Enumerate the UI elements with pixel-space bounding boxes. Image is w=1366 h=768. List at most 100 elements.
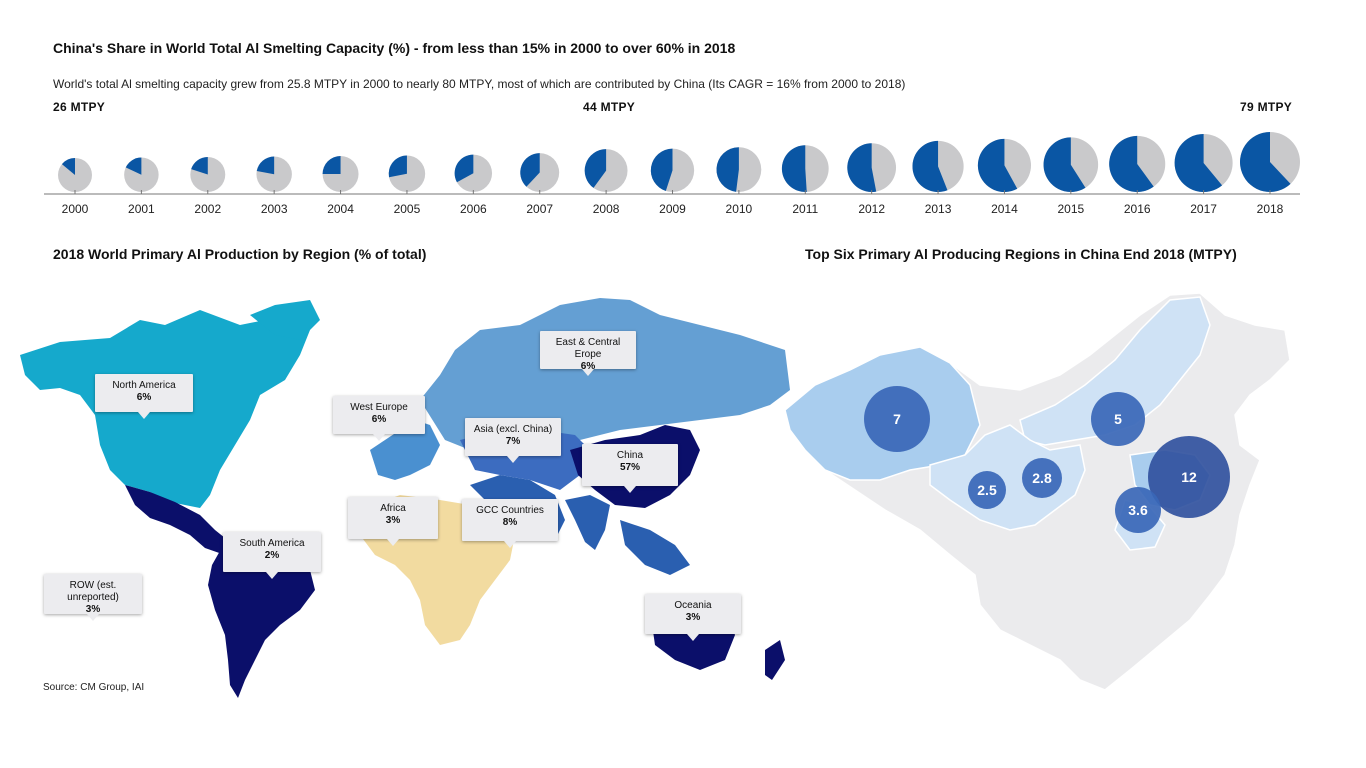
callout-name: South America xyxy=(239,538,305,549)
year-label: 2010 xyxy=(726,202,753,216)
year-label: 2005 xyxy=(394,202,421,216)
region-south-america xyxy=(208,538,315,698)
pie-china-slice-2012 xyxy=(847,143,877,192)
bubble-3 xyxy=(1022,458,1062,498)
pie-china-slice-2018 xyxy=(1240,132,1291,192)
pie-china-slice-2011 xyxy=(781,145,807,192)
year-label: 2007 xyxy=(526,202,553,216)
region-se-asia xyxy=(620,520,690,575)
year-label: 2015 xyxy=(1057,202,1084,216)
bubble-label: 5 xyxy=(1114,411,1122,427)
capacity-label-2000: 26 MTPY xyxy=(53,100,106,114)
callout-north-america: North America 6% xyxy=(95,374,193,419)
pie-china-slice-2015 xyxy=(1043,137,1086,192)
year-label: 2018 xyxy=(1257,202,1284,216)
callout-value: 6% xyxy=(136,392,152,403)
pie-china-slice-2007 xyxy=(520,153,540,187)
pie-china-slice-2017 xyxy=(1174,133,1223,192)
callout-value: 3% xyxy=(85,604,101,615)
year-label: 2011 xyxy=(792,202,818,216)
callout-gcc-countries: GCC Countries 8% xyxy=(462,499,558,548)
bubble-label: 7 xyxy=(893,411,901,427)
world-map xyxy=(20,298,790,698)
pie-china-slice-2001 xyxy=(125,157,142,175)
region-greenland xyxy=(250,300,320,340)
year-label: 2013 xyxy=(925,202,952,216)
callout-name: China xyxy=(616,450,644,461)
main-title: China's Share in World Total Al Smelting… xyxy=(53,40,736,56)
bubble-5 xyxy=(1115,487,1161,533)
region-india xyxy=(565,495,610,550)
province-inner-mongolia xyxy=(1019,296,1211,446)
callout-value: 3% xyxy=(685,612,701,623)
capacity-label-2008: 44 MTPY xyxy=(583,100,636,114)
china-map-title: Top Six Primary Al Producing Regions in … xyxy=(805,246,1237,262)
pie-china-slice-2009 xyxy=(650,148,673,191)
region-central-america xyxy=(125,485,230,555)
callout-name: West Europe xyxy=(350,402,408,413)
bubble-label: 3.6 xyxy=(1128,502,1148,518)
callout-asia-excl-china: Asia (excl. China) 7% xyxy=(465,418,561,463)
pie-china-slice-2008 xyxy=(584,149,607,188)
year-label: 2014 xyxy=(991,202,1018,216)
year-label: 2009 xyxy=(659,202,686,216)
year-label: 2006 xyxy=(460,202,487,216)
year-label: 2016 xyxy=(1124,202,1151,216)
main-subtitle: World's total Al smelting capacity grew … xyxy=(53,77,906,91)
region-east-central-europe xyxy=(420,298,790,455)
bubble-4 xyxy=(1148,436,1230,518)
callout-value: 8% xyxy=(502,517,518,528)
callout-oceania: Oceania 3% xyxy=(645,594,741,641)
callout-name: Oceania xyxy=(674,600,712,611)
pie-china-slice-2014 xyxy=(977,138,1018,192)
pie-china-slice-2005 xyxy=(388,155,407,178)
pie-china-slice-2004 xyxy=(322,156,341,175)
year-label: 2012 xyxy=(858,202,885,216)
callout-row: ROW (est. unreported) 3% xyxy=(44,574,142,621)
callout-name: North America xyxy=(112,380,176,391)
capacity-label-2018: 79 MTPY xyxy=(1240,100,1293,114)
callout-name: Africa xyxy=(380,503,406,514)
china-map: 7 5 2.5 2.8 12 3.6 xyxy=(784,292,1291,691)
bubble-label: 2.8 xyxy=(1032,470,1052,486)
province-gansu-qinghai xyxy=(929,424,1086,531)
callout-name: GCC Countries xyxy=(476,505,544,516)
pie-china-slice-2003 xyxy=(256,156,275,175)
callout-value: 57% xyxy=(619,462,640,473)
region-new-zealand xyxy=(765,640,785,680)
china-share-pie-timeline: 2000 2001 2002 2003 2004 2005 2006 2007 2008 2009… xyxy=(44,132,1300,216)
callout-value: 6% xyxy=(580,361,596,372)
bubble-1 xyxy=(1091,392,1145,446)
year-label: 2008 xyxy=(593,202,620,216)
callout-west-europe: West Europe 6% xyxy=(333,396,425,441)
source-note: Source: CM Group, IAI xyxy=(43,682,145,693)
pie-china-slice-2006 xyxy=(454,154,474,183)
bubble-label: 12 xyxy=(1181,469,1197,485)
callout-china: China 57% xyxy=(582,444,678,493)
pie-china-slice-2002 xyxy=(191,157,208,175)
callout-name: Asia (excl. China) xyxy=(473,424,553,435)
callout-africa: Africa 3% xyxy=(348,497,438,546)
world-map-title: 2018 World Primary Al Production by Regi… xyxy=(53,246,427,262)
pie-china-slice-2013 xyxy=(912,140,948,192)
pie-china-slice-2010 xyxy=(716,147,739,192)
year-label: 2004 xyxy=(327,202,354,216)
callout-name: ROW (est. unreported) xyxy=(67,580,119,603)
callout-value: 2% xyxy=(264,550,280,561)
bubble-0 xyxy=(864,386,930,452)
callout-name: East & Central Erope xyxy=(555,337,621,360)
region-west-europe xyxy=(370,420,440,480)
callout-value: 7% xyxy=(505,436,521,447)
year-label: 2000 xyxy=(62,202,89,216)
callout-value: 6% xyxy=(371,414,387,425)
callout-value: 3% xyxy=(385,515,401,526)
pie-china-slice-2000 xyxy=(61,158,75,175)
bubble-label: 2.5 xyxy=(977,482,997,498)
callout-east-central-europe: East & Central Erope 6% xyxy=(540,331,636,376)
year-label: 2017 xyxy=(1190,202,1217,216)
callout-south-america: South America 2% xyxy=(223,532,321,579)
year-label: 2002 xyxy=(194,202,221,216)
year-label: 2001 xyxy=(128,202,155,216)
bubble-2 xyxy=(968,471,1006,509)
pie-china-slice-2016 xyxy=(1109,135,1154,193)
